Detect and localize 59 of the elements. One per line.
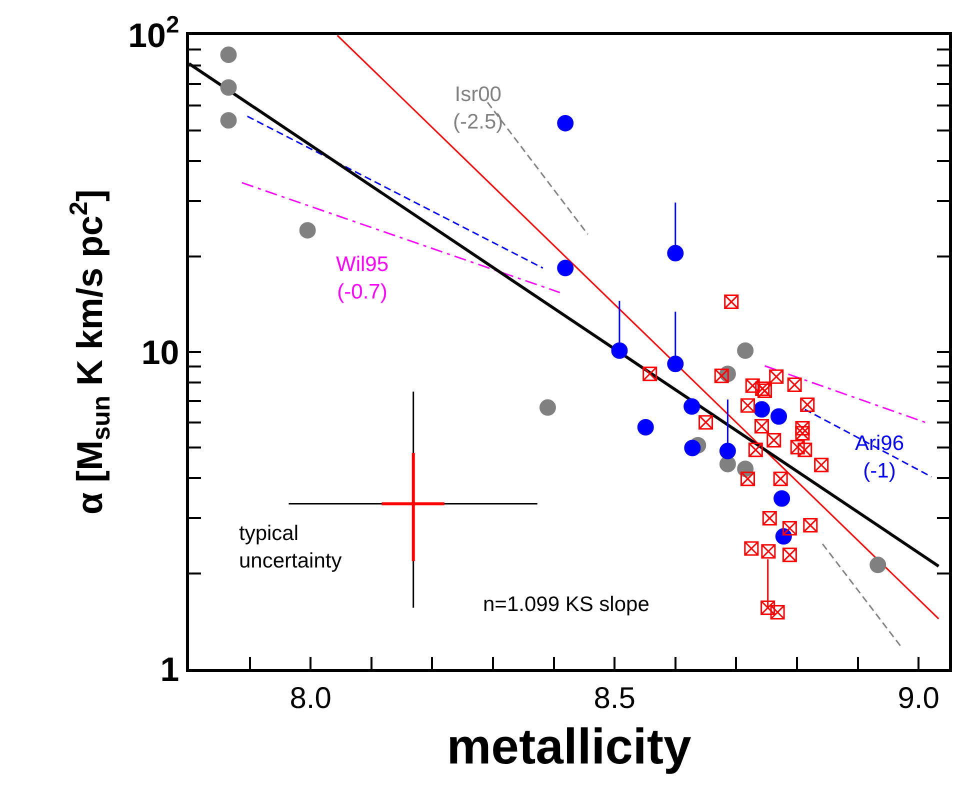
point: [790, 440, 805, 454]
point: [803, 518, 818, 533]
point: [800, 397, 815, 412]
point: [740, 398, 755, 413]
point: [795, 426, 810, 441]
point: [698, 415, 714, 430]
point: [782, 520, 797, 536]
x-axis-title: metallicity: [446, 718, 692, 774]
point: [745, 378, 760, 393]
point: [814, 458, 829, 472]
point: [714, 368, 729, 384]
point: [798, 442, 812, 458]
point: [557, 114, 574, 132]
annotation: Isr00 (-2.5): [453, 83, 504, 134]
point: [667, 244, 684, 262]
point: [769, 369, 784, 384]
point: [744, 541, 759, 556]
point: [740, 472, 755, 486]
point: [719, 456, 736, 472]
annotation: Wil95 (-0.7): [336, 253, 389, 304]
y-tick-label: 1: [160, 650, 180, 689]
point: [782, 548, 797, 562]
point: [770, 408, 788, 425]
point: [754, 419, 769, 434]
annotation: n=1.099 KS slope: [483, 593, 650, 616]
point: [770, 605, 785, 620]
annotation: typical uncertainty: [239, 522, 342, 572]
x-tick-label: 8.0: [290, 682, 332, 715]
point: [762, 510, 777, 526]
point: [773, 472, 788, 486]
x-tick-label: 9.0: [898, 682, 940, 715]
y-tick-label: 10: [141, 334, 180, 372]
point: [220, 79, 237, 96]
point: [748, 442, 763, 458]
point: [761, 544, 776, 559]
point: [299, 222, 316, 239]
point: [766, 432, 782, 448]
y-tick-label: 10$^{2}$: [128, 12, 180, 55]
point: [737, 342, 754, 359]
point: [642, 366, 658, 382]
point: [774, 490, 790, 507]
point: [724, 294, 739, 310]
point: [667, 356, 684, 372]
x-tick-label: 8.5: [594, 682, 636, 715]
point: [870, 556, 886, 574]
point: [220, 46, 237, 64]
point: [637, 418, 654, 436]
point: [719, 442, 736, 460]
point: [684, 440, 701, 456]
point: [557, 260, 574, 276]
point: [795, 420, 810, 436]
point: [611, 342, 628, 359]
point: [220, 112, 237, 129]
point: [787, 378, 802, 392]
point: [684, 398, 700, 415]
point: [539, 399, 556, 416]
annotation: Ari96 (-1): [855, 432, 904, 482]
point: [760, 600, 776, 616]
point: [753, 401, 770, 418]
